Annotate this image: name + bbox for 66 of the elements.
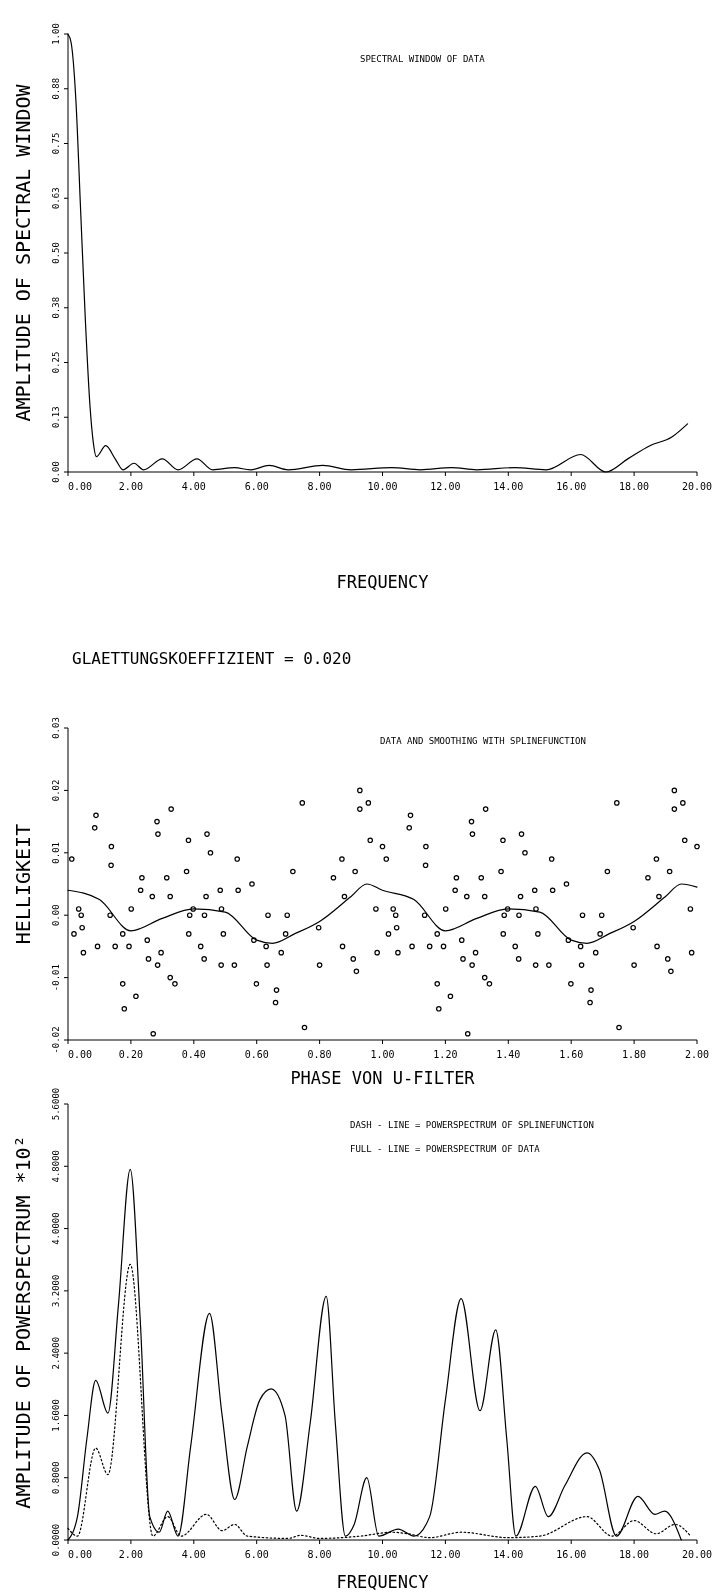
y-tick-label: 0.88 [51, 77, 61, 100]
y-tick-label: 0.75 [51, 132, 61, 155]
annotation: FULL - LINE = POWERSPECTRUM OF DATA [350, 1144, 541, 1154]
y-tick-label: 0.13 [51, 406, 61, 429]
x-tick-label: 8.00 [307, 1549, 332, 1560]
x-tick-label: 1.60 [559, 1049, 584, 1060]
y-tick-label: 4.0000 [51, 1212, 61, 1245]
x-tick-label: 0.40 [181, 1049, 206, 1060]
x-tick-label: 12.00 [430, 1549, 461, 1560]
y-tick-label: 0.50 [51, 242, 61, 264]
x-tick-label: 18.00 [619, 1549, 650, 1560]
x-tick-label: 4.00 [181, 1549, 206, 1560]
y-tick-label: 0.38 [51, 296, 61, 319]
x-tick-label: 1.80 [622, 1049, 647, 1060]
x-tick-label: 6.00 [244, 1549, 269, 1560]
y-tick-label: -0.02 [51, 1026, 61, 1054]
x-tick-label: 12.00 [430, 481, 461, 492]
x-tick-label: 10.00 [367, 1549, 398, 1560]
x-tick-label: 0.00 [67, 1549, 93, 1560]
x-tick-label: 1.20 [433, 1049, 458, 1060]
y-tick-label: 5.6000 [51, 1087, 61, 1121]
x-tick-label: 1.00 [370, 1049, 395, 1060]
y-tick-label: 0.00 [51, 904, 61, 927]
x-tick-label: 20.00 [681, 481, 713, 492]
x-tick-label: 14.00 [493, 481, 524, 492]
y-tick-label: 0.63 [51, 187, 61, 210]
y-tick-label: -0.01 [51, 964, 61, 992]
x-tick-label: 8.00 [307, 481, 332, 492]
x-tick-label: 2.00 [118, 481, 143, 492]
y-tick-label: 0.01 [51, 841, 61, 864]
x-tick-label: 1.40 [496, 1049, 521, 1060]
y-tick-label: 1.00 [51, 23, 61, 45]
x-tick-label: 0.20 [118, 1049, 143, 1060]
y-tick-label: 4.8000 [51, 1150, 61, 1183]
y-tick-label: 0.8000 [51, 1461, 61, 1494]
x-tick-label: 0.00 [67, 1049, 93, 1060]
y-axis-title: AMPLITUDE OF POWERSPECTRUM *10² [11, 1135, 35, 1509]
x-tick-label: 6.00 [244, 481, 269, 492]
x-tick-label: 2.00 [118, 1549, 143, 1560]
x-tick-label: 20.00 [681, 1549, 713, 1560]
y-tick-label: 0.25 [51, 351, 61, 374]
x-axis-title: PHASE VON U-FILTER [290, 1068, 476, 1088]
y-axis-title: AMPLITUDE OF SPECTRAL WINDOW [11, 83, 35, 422]
y-tick-label: 2.4000 [51, 1336, 61, 1370]
x-tick-label: 16.00 [556, 1549, 587, 1560]
y-tick-label: 0.02 [51, 779, 61, 802]
x-axis-title: FREQUENCY [336, 572, 429, 592]
annotation: SPECTRAL WINDOW OF DATA [360, 54, 486, 64]
x-tick-label: 10.00 [367, 481, 398, 492]
x-tick-label: 14.00 [493, 1549, 524, 1560]
x-tick-label: 0.80 [307, 1049, 332, 1060]
x-axis-title: FREQUENCY [336, 1572, 429, 1592]
x-tick-label: 18.00 [619, 481, 650, 492]
y-tick-label: 1.6000 [51, 1399, 61, 1432]
x-tick-label: 0.00 [67, 481, 93, 492]
x-tick-label: 16.00 [556, 481, 587, 492]
y-tick-label: 3.2000 [51, 1274, 61, 1308]
y-axis-title: HELLIGKEIT [11, 823, 35, 945]
y-tick-label: 0.03 [51, 717, 61, 739]
x-tick-label: 0.60 [244, 1049, 269, 1060]
annotation: DATA AND SMOOTHING WITH SPLINEFUNCTION [380, 736, 586, 746]
annotation: DASH - LINE = POWERSPECTRUM OF SPLINEFUNCTION [350, 1120, 594, 1130]
x-tick-label: 4.00 [181, 481, 206, 492]
y-tick-label: 0.0000 [51, 1523, 61, 1557]
x-tick-label: 2.00 [684, 1049, 710, 1060]
chart-title: GLAETTUNGSKOEFFIZIENT = 0.020 [72, 649, 352, 668]
